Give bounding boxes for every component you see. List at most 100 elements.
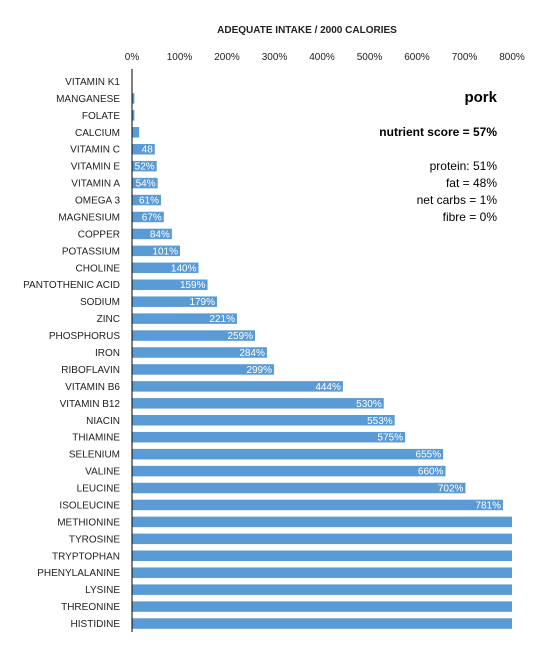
bar: [132, 127, 140, 138]
category-label: CHOLINE: [76, 263, 121, 274]
data-label: 54%: [136, 179, 156, 190]
x-tick-label: 800%: [499, 52, 525, 63]
chart-title: ADEQUATE INTAKE / 2000 CALORIES: [217, 25, 397, 36]
bar: [132, 245, 180, 257]
bar: [132, 211, 164, 223]
category-labels: VITAMIN K1 MANGANESE FOLATE CALCIUM VITAMIN …: [23, 77, 120, 630]
bar: [132, 448, 444, 460]
data-label: 444%: [315, 382, 341, 393]
data-label: 140%: [171, 263, 197, 274]
bar: [132, 347, 267, 358]
bar: [132, 143, 155, 155]
bar: [132, 533, 512, 545]
data-labels: 48 52% 54% 61% 67% 84% 101% 140% 159% 179% 221% 259…: [135, 145, 501, 512]
category-label: VALINE: [85, 467, 120, 478]
category-label: POTASSIUM: [62, 246, 120, 257]
data-label: 159%: [180, 280, 206, 291]
nutrient-score: nutrient score = 57%: [379, 125, 497, 139]
category-label: HISTIDINE: [71, 619, 121, 630]
category-label: RIBOFLAVIN: [61, 365, 120, 376]
macro-protein: protein: 51%: [430, 159, 498, 173]
bar: [132, 93, 135, 104]
category-label: TRYPTOPHAN: [52, 551, 120, 562]
bar: [132, 465, 446, 477]
category-label: PHOSPHORUS: [49, 331, 120, 342]
category-label: VITAMIN A: [71, 179, 120, 190]
annotation-box: pork nutrient score = 57% protein: 51% f…: [379, 89, 497, 224]
data-label: 48: [142, 145, 154, 156]
bar: [132, 431, 406, 443]
x-axis-ticks: 0% 100% 200% 300% 400% 500% 600% 700% 800%: [125, 52, 525, 63]
category-label: MANGANESE: [56, 94, 120, 105]
category-label: VITAMIN B12: [60, 399, 121, 410]
x-tick-label: 300%: [262, 52, 288, 63]
bar: [132, 415, 395, 426]
bar: [132, 482, 466, 494]
category-label: LYSINE: [85, 585, 120, 596]
bar: [132, 381, 343, 392]
data-label: 284%: [239, 348, 265, 359]
x-tick-label: 500%: [357, 52, 383, 63]
bar: [132, 398, 384, 409]
bars: [132, 93, 512, 629]
category-label: VITAMIN E: [71, 162, 121, 173]
data-label: 702%: [438, 484, 464, 495]
bar: [132, 313, 237, 324]
data-label: 259%: [227, 331, 253, 342]
category-label: NIACIN: [86, 416, 120, 427]
data-label: 655%: [416, 450, 442, 461]
bar: [132, 516, 512, 528]
data-label: 299%: [246, 365, 272, 376]
category-label: PANTOTHENIC ACID: [23, 280, 120, 291]
x-tick-label: 400%: [309, 52, 335, 63]
bar: [132, 228, 172, 240]
category-label: THIAMINE: [72, 433, 120, 444]
macro-fat: fat = 48%: [446, 176, 497, 190]
bar: [132, 584, 512, 595]
category-label: IRON: [95, 348, 120, 359]
category-label: PHENYLALANINE: [37, 568, 120, 579]
x-tick-label: 200%: [214, 52, 240, 63]
data-label: 530%: [356, 399, 382, 410]
data-label: 101%: [152, 246, 178, 257]
category-label: OMEGA 3: [75, 196, 120, 207]
bar: [132, 177, 158, 189]
macro-fibre: fibre = 0%: [443, 210, 498, 224]
data-label: 179%: [189, 297, 215, 308]
data-label: 52%: [135, 162, 155, 173]
food-name: pork: [464, 89, 497, 106]
data-label: 67%: [142, 212, 162, 223]
category-label: ZINC: [97, 314, 120, 325]
category-label: COPPER: [78, 229, 120, 240]
x-tick-label: 700%: [452, 52, 478, 63]
data-label: 221%: [209, 314, 235, 325]
data-label: 84%: [150, 229, 170, 240]
bar: [132, 279, 208, 290]
category-label: LEUCINE: [77, 484, 121, 495]
category-label: MAGNESIUM: [58, 212, 120, 223]
bar: [132, 330, 256, 341]
bar: [132, 567, 512, 578]
macro-net-carbs: net carbs = 1%: [417, 193, 498, 207]
x-tick-label: 0%: [125, 52, 140, 63]
bar: [132, 262, 199, 274]
bar: [132, 601, 512, 612]
data-label: 553%: [367, 416, 393, 427]
category-label: VITAMIN B6: [65, 382, 120, 393]
category-label: SELENIUM: [69, 450, 120, 461]
category-label: VITAMIN C: [70, 145, 120, 156]
bar: [132, 499, 503, 511]
x-tick-label: 600%: [404, 52, 430, 63]
category-label: ISOLEUCINE: [59, 500, 120, 511]
category-label: CALCIUM: [75, 128, 120, 139]
bar: [132, 194, 161, 206]
bar: [132, 618, 512, 629]
data-label: 61%: [139, 196, 159, 207]
bar: [132, 364, 275, 375]
bar: [132, 550, 512, 562]
x-tick-label: 100%: [167, 52, 193, 63]
bar: [132, 110, 135, 121]
category-label: METHIONINE: [57, 517, 120, 528]
category-label: SODIUM: [80, 297, 120, 308]
